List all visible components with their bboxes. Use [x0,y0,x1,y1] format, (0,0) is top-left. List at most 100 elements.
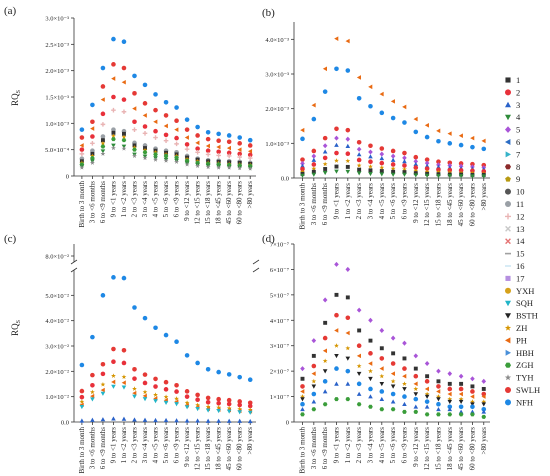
data-point [402,381,407,386]
data-point [195,163,201,169]
data-point [174,402,179,407]
data-point [121,275,127,281]
x-tick-label: 5 to <6 years [162,181,170,218]
data-point [237,406,243,412]
data-point [174,118,179,123]
legend-label: 15 [516,249,525,259]
data-point [334,261,339,267]
y-tick-label: 0 [286,420,289,427]
data-point [174,159,179,164]
data-point [458,133,463,139]
data-point [481,378,487,384]
data-point [247,410,253,415]
data-point [379,356,385,361]
series-NFH [300,66,487,152]
data-point [153,128,158,134]
data-point [142,417,148,422]
legend-item: 9 [505,174,520,184]
series-SWLH [79,62,253,148]
data-point [205,399,211,405]
data-point [458,373,464,379]
y-tick-label: 1×10⁻⁷ [270,394,289,401]
x-tick-label: 60 to <80 years [236,427,244,471]
data-point [413,396,419,402]
data-point [184,353,190,358]
data-point [322,402,328,407]
y-tick-label: 1.0×10⁻³ [265,141,289,148]
data-point [356,139,362,145]
data-point [195,150,200,155]
data-point [142,147,148,153]
data-point [300,397,305,402]
legend-label: 8 [516,162,520,172]
data-point [322,161,328,167]
data-point [334,397,339,402]
data-point [424,391,430,397]
data-point [226,150,232,156]
data-point [458,161,464,166]
data-point [311,166,317,171]
data-point [216,409,221,414]
data-point [153,119,158,125]
data-point [470,376,475,382]
y-tick-label: 1.0×10⁻³ [45,121,69,128]
chart-panel-c: (c) RQS 8.0×10⁻² 0.0 1.0×10⁻² 2.0×10⁻² 3.0×10⁻… [4,233,260,473]
data-point [356,363,362,369]
data-point [153,135,158,140]
data-point [470,170,475,176]
legend-item: 14 [505,236,525,246]
data-point [322,369,328,374]
data-point [390,172,396,177]
data-point [322,348,327,354]
data-point [300,389,305,394]
x-tick-label: 3 to <4 years [366,427,374,464]
data-point [121,146,127,151]
data-point [368,361,373,366]
legend-marker [505,287,511,294]
y-tick-label: 3.0×10⁻² [45,344,69,351]
x-tick-label: 9 to <12 years [183,427,191,467]
data-point [111,416,116,421]
legend-item: BSTH [505,311,538,321]
data-point [174,339,179,344]
data-point [226,145,232,151]
data-point [356,146,362,152]
data-point [345,345,351,351]
data-point [226,139,232,145]
data-point [357,167,362,172]
data-point [121,97,127,102]
data-point [322,66,327,72]
legend-marker [505,349,511,356]
data-point [90,417,95,422]
legend-marker [505,337,511,344]
data-point [436,384,441,389]
y-tick-label: 2.0×10⁻³ [45,68,69,75]
data-point [184,117,190,122]
x-tick-label: 3 to <6 months [88,181,96,224]
data-point [111,384,116,389]
data-point [121,385,127,390]
y-tick-label: 2×10⁻⁷ [270,369,289,376]
legend-marker [505,275,511,281]
data-point [368,168,373,173]
data-point [311,116,317,122]
x-tick-label: 12 to <15 years [194,427,202,471]
data-point [216,405,222,410]
data-point [379,327,385,333]
data-point [153,399,158,404]
data-point [334,150,339,156]
data-point [79,362,85,368]
data-point [174,396,179,401]
data-point [402,401,407,407]
data-point [79,151,85,157]
chart-panel-d: (d) 0 1×10⁻⁷ 2×10⁻⁷ 3×10⁻⁷ 4×10⁻⁷ 5×10⁻⁷ 6×10⁻⁷… [262,233,490,473]
x-tick-label: 9 to <1 years [332,427,340,464]
data-point [447,131,452,136]
series-ZGH [300,397,487,419]
legend-item: 6 [505,137,520,147]
data-point [195,418,200,423]
data-point [345,143,351,148]
y-tick-label: 5×10⁻⁷ [270,292,289,299]
data-point [402,340,407,346]
data-point [481,138,486,144]
